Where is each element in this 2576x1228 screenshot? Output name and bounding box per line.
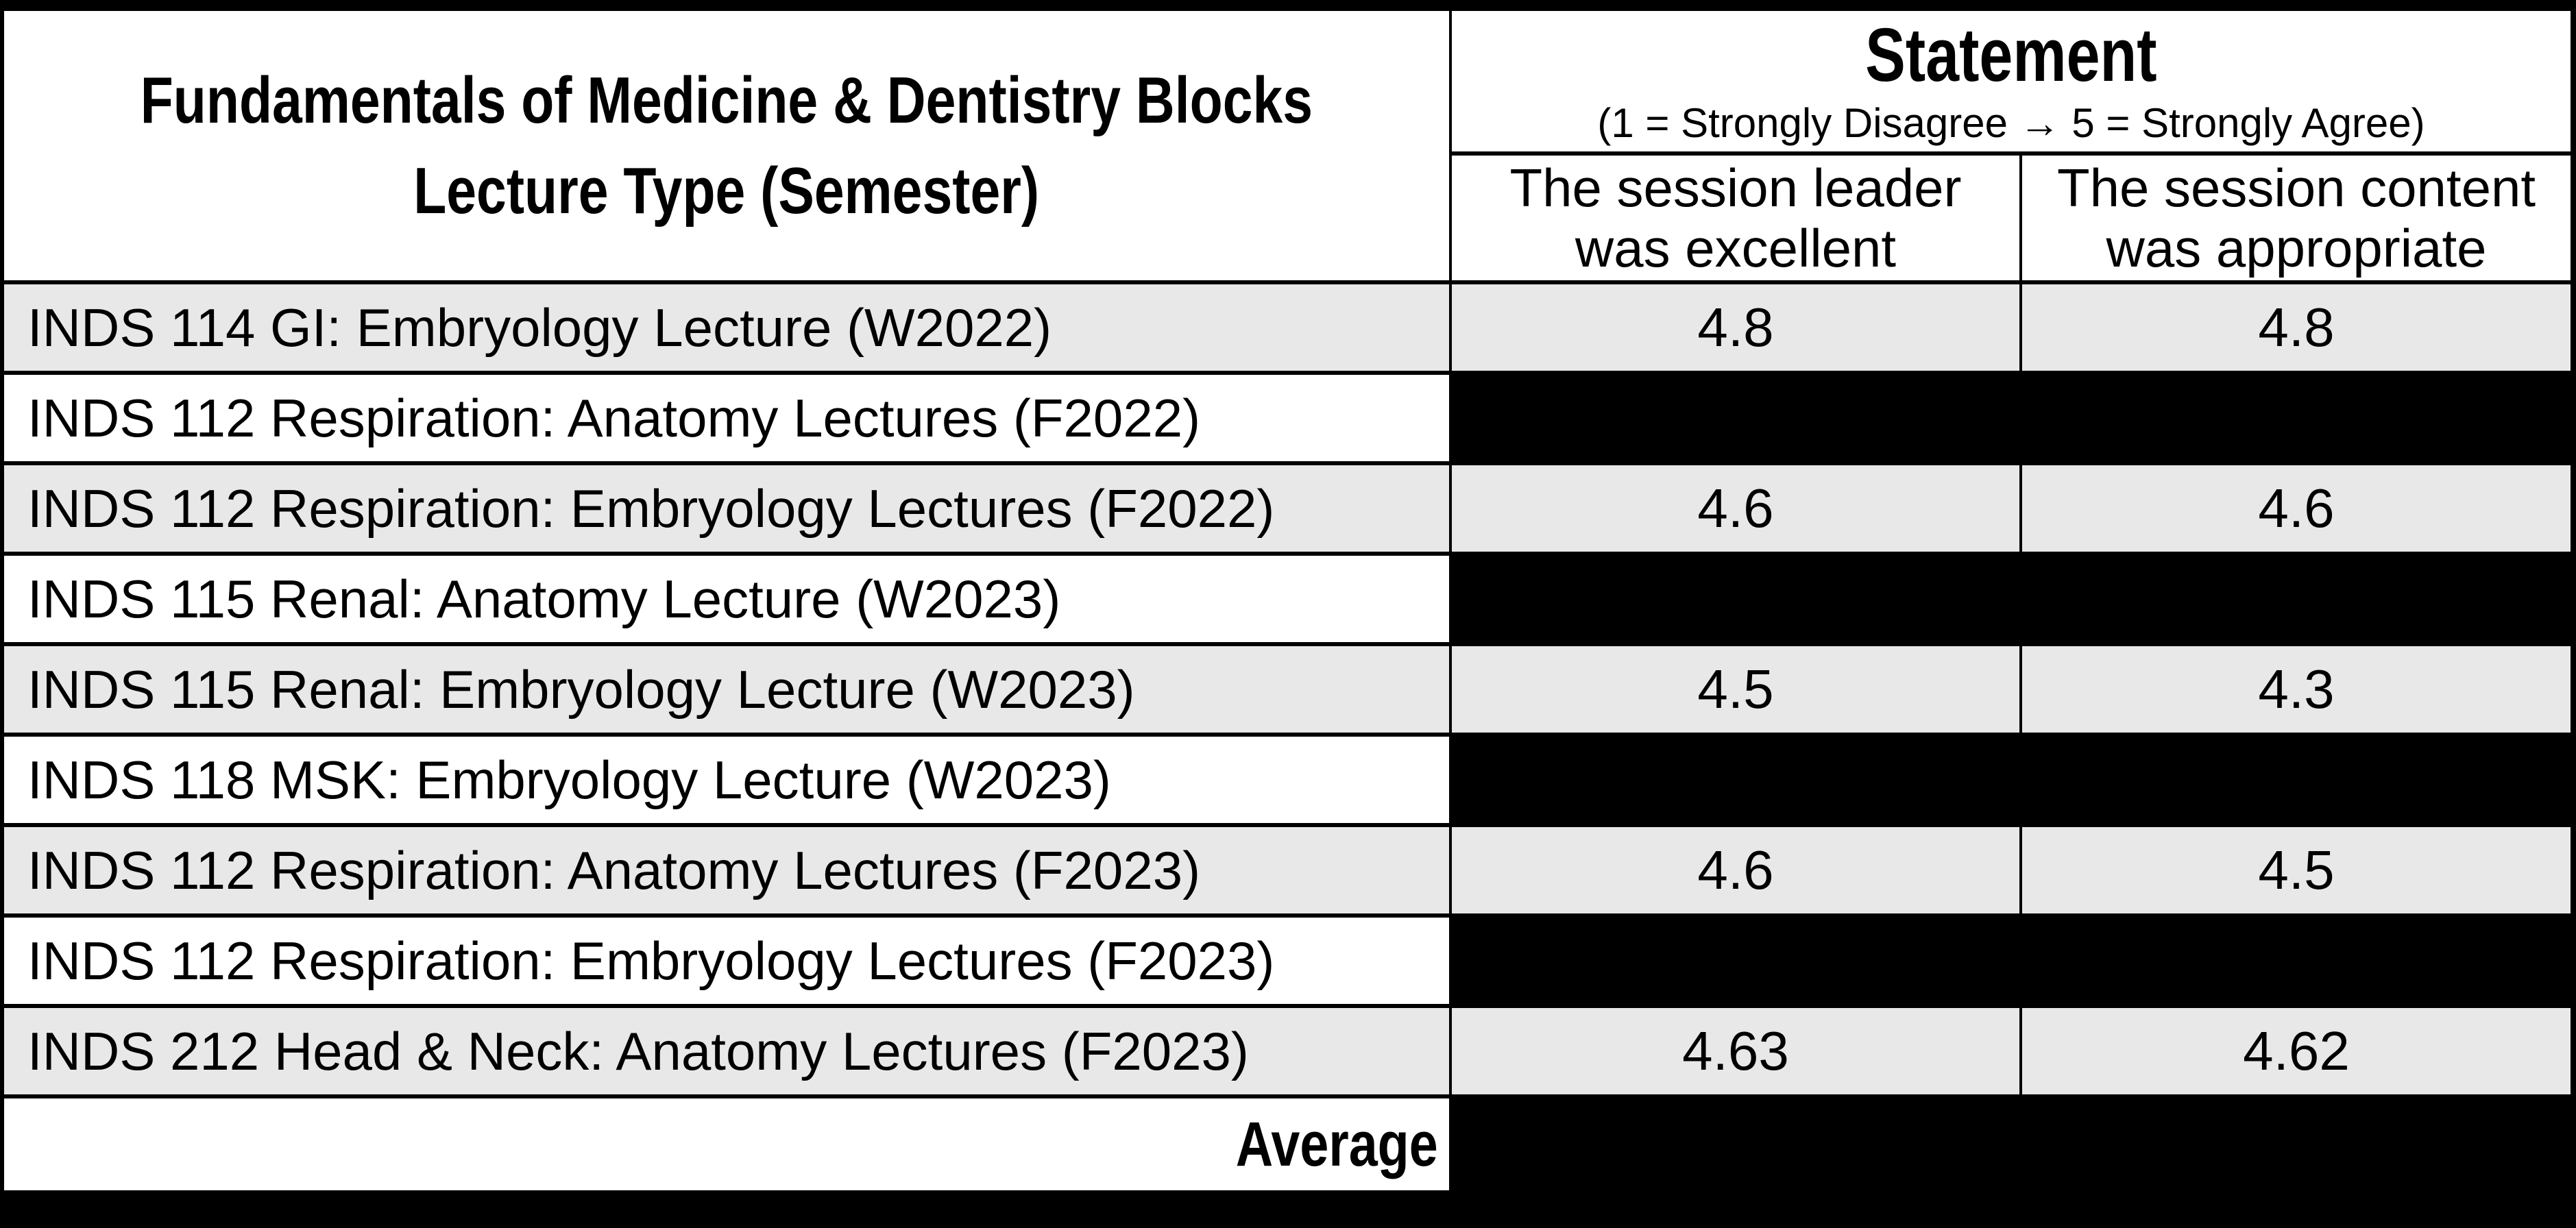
row-label: INDS 112 Respiration: Embryology Lecture…	[4, 465, 1449, 552]
row-label: INDS 212 Head & Neck: Anatomy Lectures (…	[4, 1008, 1449, 1094]
row-label: INDS 112 Respiration: Anatomy Lectures (…	[4, 827, 1449, 913]
value-content-text: 4.3	[2258, 659, 2335, 720]
row-label-text: INDS 112 Respiration: Embryology Lecture…	[27, 930, 1275, 991]
row-label: INDS 112 Respiration: Anatomy Lectures (…	[4, 375, 1449, 461]
statement-header-cell: Statement (1 = Strongly Disagree → 5 = S…	[1452, 11, 2571, 151]
value-leader-text: 4.63	[1682, 1020, 1789, 1081]
row-label-text: INDS 118 MSK: Embryology Lecture (W2023)	[27, 749, 1111, 810]
value-content-text: 4.62	[2243, 1020, 2350, 1081]
value-leader-text: 4.5	[1697, 659, 1774, 720]
row-label-text: INDS 212 Head & Neck: Anatomy Lectures (…	[27, 1020, 1249, 1081]
row-label-text: INDS 115 Renal: Embryology Lecture (W202…	[27, 659, 1135, 720]
row-label: INDS 118 MSK: Embryology Lecture (W2023)	[4, 737, 1449, 823]
row-label-text: INDS 112 Respiration: Anatomy Lectures (…	[27, 387, 1201, 448]
value-content-text: 4.5	[2258, 839, 2335, 900]
average-redacted-values	[1452, 1098, 2571, 1190]
value-content: 4.62	[2022, 1008, 2571, 1094]
value-leader-text: 4.8	[1697, 297, 1774, 358]
subheader-session-content: The session content was appropriate	[2022, 156, 2571, 280]
subheader-leader-line1: The session leader	[1509, 158, 1962, 218]
subheader-content-line1: The session content	[2056, 158, 2536, 218]
subheader-leader-line2: was excellent	[1575, 218, 1897, 278]
value-content: 4.8	[2022, 284, 2571, 371]
redacted-values	[1452, 375, 2571, 461]
average-label-cell: Average	[4, 1098, 1449, 1190]
table-title-cell: Fundamentals of Medicine & Dentistry Blo…	[4, 11, 1449, 280]
subheader-content-line2: was appropriate	[2106, 218, 2487, 278]
row-label-text: INDS 112 Respiration: Anatomy Lectures (…	[27, 839, 1201, 900]
statement-scale-note: (1 = Strongly Disagree → 5 = Strongly Ag…	[1597, 99, 2425, 146]
redacted-values	[1452, 556, 2571, 642]
value-leader: 4.8	[1452, 284, 2019, 371]
value-content: 4.5	[2022, 827, 2571, 913]
average-label: Average	[1236, 1109, 1438, 1179]
value-leader: 4.6	[1452, 827, 2019, 913]
table-title-line2: Lecture Type (Semester)	[413, 154, 1040, 228]
row-label: INDS 112 Respiration: Embryology Lecture…	[4, 918, 1449, 1004]
value-leader-text: 4.6	[1697, 839, 1774, 900]
value-leader: 4.6	[1452, 465, 2019, 552]
statement-title: Statement	[1865, 12, 2157, 97]
row-label: INDS 115 Renal: Anatomy Lecture (W2023)	[4, 556, 1449, 642]
value-content-text: 4.8	[2258, 297, 2335, 358]
redacted-values	[1452, 737, 2571, 823]
row-label-text: INDS 114 GI: Embryology Lecture (W2022)	[27, 297, 1052, 358]
value-leader: 4.5	[1452, 646, 2019, 733]
table-title-line1: Fundamentals of Medicine & Dentistry Blo…	[140, 63, 1313, 137]
row-label: INDS 114 GI: Embryology Lecture (W2022)	[4, 284, 1449, 371]
row-label-text: INDS 112 Respiration: Embryology Lecture…	[27, 478, 1275, 539]
redacted-values	[1452, 918, 2571, 1004]
value-leader: 4.63	[1452, 1008, 2019, 1094]
row-label: INDS 115 Renal: Embryology Lecture (W202…	[4, 646, 1449, 733]
subheader-session-leader: The session leader was excellent	[1452, 156, 2019, 280]
value-content: 4.6	[2022, 465, 2571, 552]
results-table: Fundamentals of Medicine & Dentistry Blo…	[0, 7, 2575, 1194]
value-content: 4.3	[2022, 646, 2571, 733]
value-leader-text: 4.6	[1697, 478, 1774, 539]
value-content-text: 4.6	[2258, 478, 2335, 539]
row-label-text: INDS 115 Renal: Anatomy Lecture (W2023)	[27, 568, 1061, 629]
